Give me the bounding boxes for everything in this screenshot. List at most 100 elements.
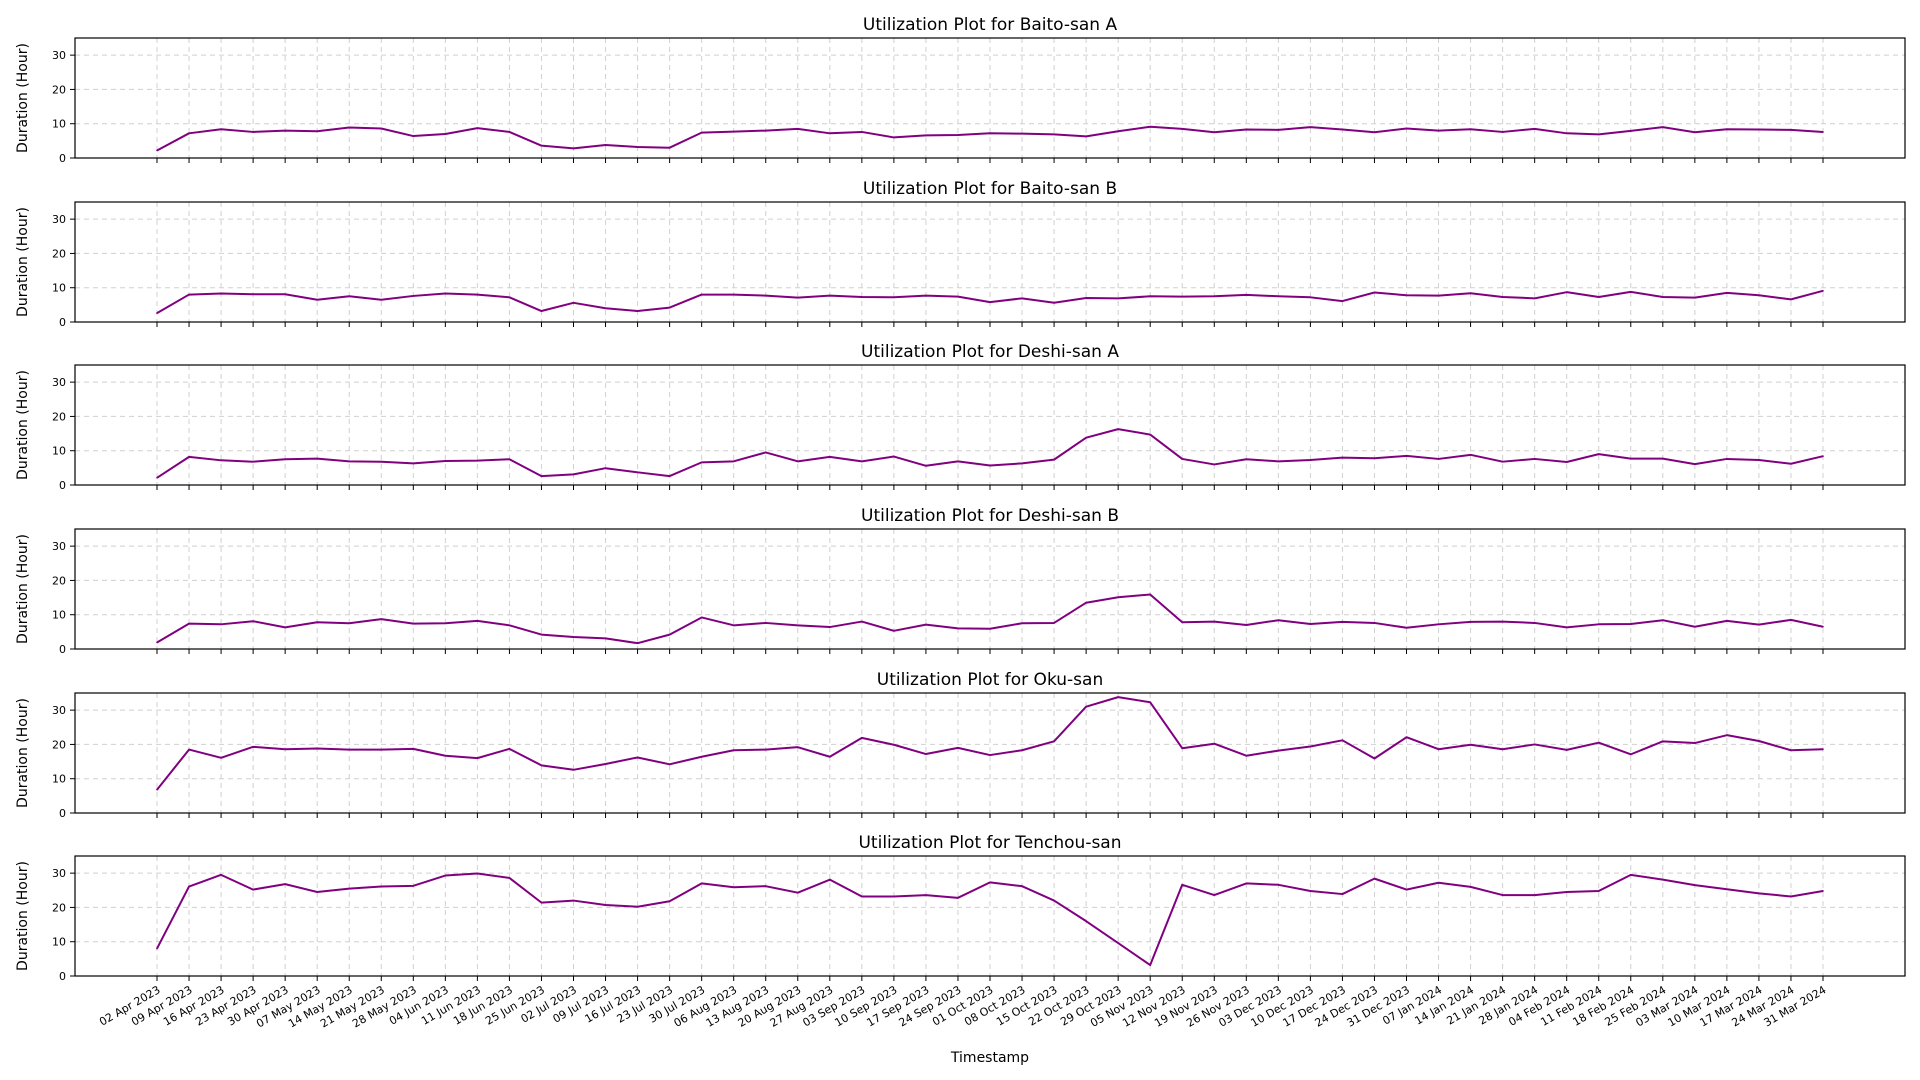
data-point [668,633,671,636]
data-point [861,737,863,739]
data-point [1053,458,1055,461]
data-point [508,624,511,627]
data-point [1245,294,1248,296]
data-point [412,748,415,750]
y-tick-label: 30 [52,704,66,717]
data-point [1565,132,1568,135]
data-point [1694,884,1696,886]
data-point [1437,623,1440,626]
data-point [604,763,607,765]
data-point [732,130,735,133]
data-point [1117,596,1119,599]
data-point [380,298,383,301]
data-point [668,306,671,309]
data-point [1341,300,1344,302]
data-point [1021,462,1023,465]
y-tick-label: 10 [52,118,66,131]
data-point [1341,456,1344,459]
data-point [668,900,671,903]
data-point [1437,294,1440,297]
data-point [1405,127,1408,130]
data-point [572,769,575,771]
data-point [764,451,767,454]
data-point [252,746,254,748]
data-point [1629,130,1632,132]
data-point [508,131,511,133]
data-point [1790,129,1792,131]
data-point [316,130,318,133]
panel-title: Utilization Plot for Deshi-san B [861,506,1119,526]
data-point [316,298,318,301]
data-point [1405,736,1408,739]
data-point [1181,128,1184,130]
data-point [925,294,927,297]
data-point [796,128,799,130]
data-point [1726,458,1728,460]
data-point [1213,295,1216,298]
data-point [668,763,671,766]
data-point [1565,291,1568,293]
data-point [220,623,222,626]
data-point [188,293,190,296]
data-point [540,764,543,767]
data-point [1405,888,1408,891]
data-point [508,458,511,461]
data-point [1085,705,1087,708]
data-point [1565,461,1568,463]
data-point [1565,626,1568,629]
data-point [1117,696,1119,698]
data-point [1758,294,1760,297]
data-point [1822,748,1824,751]
data-point [1117,942,1119,944]
panels-layer: 0 10 20 30 Utilization Plot for Baito-san A D… [15,15,1906,1030]
data-point [1277,749,1280,752]
data-point [861,620,863,623]
y-tick-label: 10 [52,282,66,295]
y-tick-label: 0 [59,643,66,656]
data-point [1021,297,1023,300]
data-point [476,757,479,759]
data-point [732,624,735,627]
y-axis-label: Duration (Hour) [15,698,31,808]
data-point [1277,884,1280,886]
y-tick-label: 10 [52,773,66,786]
data-point [508,877,511,879]
data-point [796,624,799,627]
y-tick-label: 10 [52,445,66,458]
data-point [1085,135,1087,138]
data-point [444,460,447,462]
data-point [1053,622,1055,624]
data-point [636,146,639,148]
data-point [1629,457,1632,460]
data-point [893,296,895,299]
data-point [893,895,895,898]
data-point [412,462,415,465]
data-point [1758,892,1760,895]
x-axis-label: Timestamp [950,1050,1029,1066]
data-point [957,627,959,630]
data-point [1405,294,1408,297]
data-point [540,475,543,477]
data-point [1309,890,1312,892]
data-point [572,473,575,476]
data-point [1790,895,1792,898]
data-point [1373,291,1376,294]
data-point [1277,129,1280,131]
y-axis-label: Duration (Hour) [15,370,31,480]
data-point [348,295,351,298]
data-point [829,755,831,758]
data-point [1181,621,1184,624]
data-point [604,904,607,906]
data-point [1822,131,1824,133]
data-point [700,131,703,134]
data-point [732,886,735,888]
y-tick-label: 20 [52,901,66,914]
y-tick-label: 30 [52,867,66,880]
y-axis-label: Duration (Hour) [15,534,31,644]
data-point [732,460,735,463]
data-point [1469,454,1472,456]
data-point [348,126,351,129]
data-point [1597,623,1600,626]
data-point [1629,291,1632,293]
data-point [957,295,959,298]
